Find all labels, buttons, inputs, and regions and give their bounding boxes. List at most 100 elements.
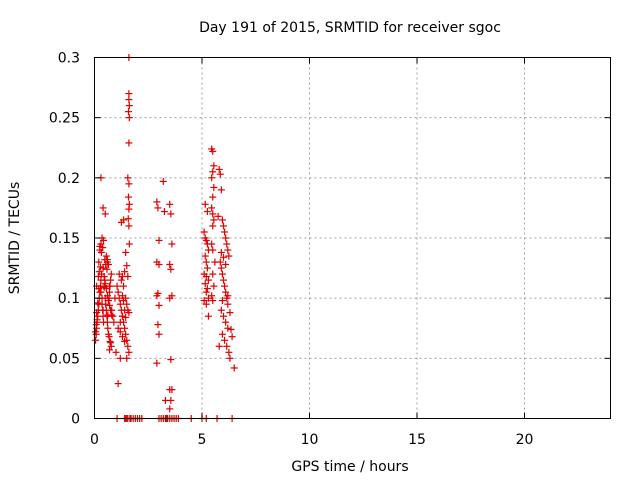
data-point [204,276,212,284]
data-point [97,288,105,296]
data-point [118,312,126,320]
data-point [209,222,217,230]
data-point [226,354,234,362]
data-point [101,280,109,288]
data-point [95,268,103,276]
data-point [155,330,163,338]
data-point [94,299,102,307]
data-point [124,215,132,223]
data-point [106,337,114,345]
data-point [168,386,176,394]
plot-frame [94,57,611,419]
data-point [209,168,217,176]
data-point [224,300,232,308]
data-point [201,200,209,208]
data-point [202,258,210,266]
data-point [125,139,133,147]
data-point [166,405,174,413]
chart-title: Day 191 of 2015, SRMTID for receiver sgo… [199,20,501,36]
x-tick-label: 0 [90,432,99,448]
data-point [209,270,217,278]
data-point [166,294,174,302]
data-point [167,210,175,218]
data-point [112,348,120,356]
x-axis: 0 5 10 15 20 [90,57,533,448]
data-point [96,242,104,250]
data-point [223,342,231,350]
data-point [116,354,124,362]
data-point [123,354,131,362]
data-point [160,208,168,216]
data-point [209,193,217,201]
data-point [208,240,216,248]
data-point [92,336,100,344]
data-point [221,228,229,236]
data-point [155,260,163,268]
data-point [218,330,226,338]
data-point [218,216,226,224]
y-tick-label: 0.2 [58,171,80,187]
data-point [120,297,128,305]
data-point [214,212,222,220]
data-point [105,333,113,341]
data-point [217,248,225,256]
data-point [159,177,167,185]
data-point [110,318,118,326]
data-point [209,297,217,305]
data-point [217,306,225,314]
data-point [230,364,238,372]
data-point [225,348,233,356]
data-point [155,236,163,244]
data-point [100,236,108,244]
y-tick-label: 0 [71,412,80,428]
data-point [123,262,131,270]
data-point [153,359,161,367]
data-point [208,292,216,300]
data-point [114,288,122,296]
data-point [116,328,124,336]
data-point [226,309,234,317]
data-point [92,328,100,336]
data-point [116,318,124,326]
data-point [123,300,131,308]
data-point [95,258,103,266]
data-point [103,292,111,300]
data-point [202,273,210,281]
data-point [102,252,110,260]
data-point [167,265,175,273]
data-point [92,321,100,329]
data-point [103,256,111,264]
data-point [109,312,117,320]
data-point [208,204,216,212]
data-point [125,309,133,317]
data-point [106,346,114,354]
data-point [202,288,210,296]
data-point [223,240,231,248]
data-point [120,216,128,224]
data-point [117,276,125,284]
data-point [222,260,230,268]
data-point [224,324,232,332]
data-point [209,210,217,218]
y-tick-label: 0.3 [58,51,80,67]
data-point [106,282,114,290]
data-point [97,263,105,271]
data-point [153,292,161,300]
x-tick-label: 5 [198,432,207,448]
data-point [113,282,121,290]
data-point [220,276,227,284]
data-point [222,288,230,296]
data-point [200,228,208,236]
data-point [209,147,217,155]
data-point [103,318,111,326]
data-point [125,102,133,110]
data-point [222,234,230,242]
data-point [203,285,211,293]
data-point [124,342,132,350]
data-point [114,324,122,332]
data-point [103,265,111,273]
data-point [221,336,229,344]
x-tick-label: 15 [408,432,426,448]
data-point [221,282,229,290]
